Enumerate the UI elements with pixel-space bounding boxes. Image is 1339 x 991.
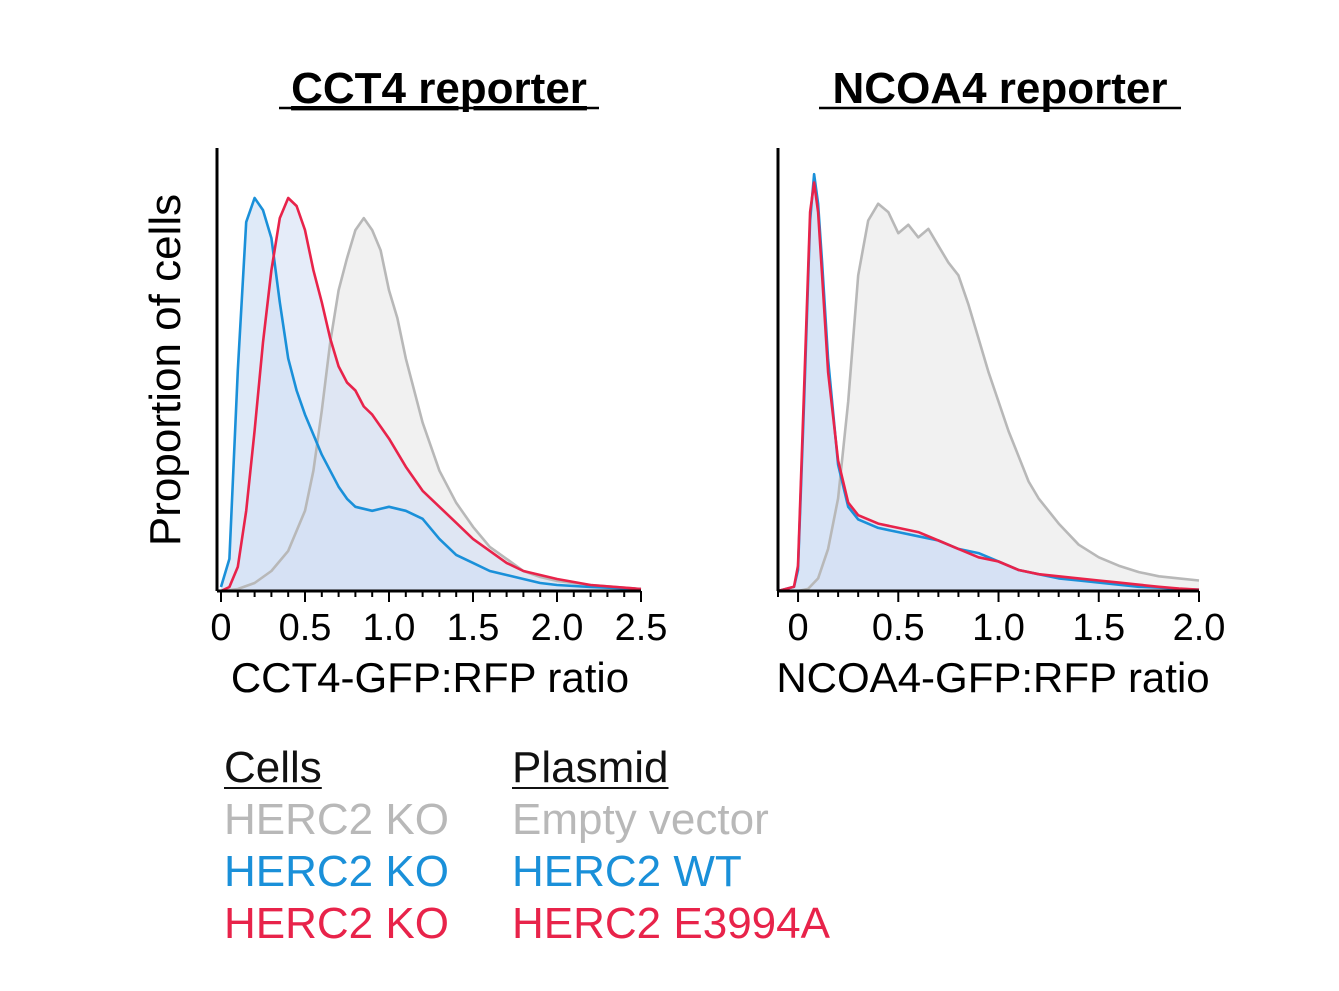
legend-cells-row-empty: HERC2 KO	[224, 795, 449, 844]
x-tick-label: 1.0	[972, 607, 1025, 649]
legend-cells-row-e3994a: HERC2 KO	[224, 899, 449, 948]
series-fill-e3994a	[778, 182, 1199, 591]
legend-cells-row-wt: HERC2 KO	[224, 847, 449, 896]
ncoa4-x-axis-label: NCOA4-GFP:RFP ratio	[776, 654, 1209, 701]
series-line-empty	[778, 202, 1200, 593]
x-tick-label: 0	[787, 607, 808, 649]
legend-plasmid-row-e3994a: HERC2 E3994A	[512, 899, 830, 948]
legend-plasmid-header: Plasmid	[512, 743, 669, 792]
series-line-wt	[219, 196, 642, 591]
cct4-x-axis-label: CCT4-GFP:RFP ratio	[231, 654, 629, 701]
x-tick-label: 0.5	[279, 607, 332, 649]
x-tick-label: 1.5	[447, 607, 500, 649]
y-axis-label: Proportion of cells	[141, 194, 190, 546]
series-line-empty	[220, 216, 642, 593]
cct4-title: CCT4 reporter	[291, 64, 587, 113]
legend-plasmid-column: Plasmid Empty vector HERC2 WT HERC2 E399…	[512, 742, 830, 950]
x-tick-label: 2.5	[615, 607, 668, 649]
series-line-e3994a	[220, 196, 642, 593]
x-tick-label: 0	[210, 607, 231, 649]
x-tick-label: 2.0	[531, 607, 584, 649]
x-tick-label: 2.0	[1173, 607, 1226, 649]
ncoa4-panel: NCOA4 reporter 0 0.5 1.0 1.5 2.0 NCOA4-GFP:R…	[776, 64, 1225, 701]
series-line-e3994a	[777, 181, 1200, 593]
series-fill-empty	[778, 203, 1199, 591]
legend-plasmid-row-empty: Empty vector	[512, 795, 769, 844]
ncoa4-title: NCOA4 reporter	[833, 64, 1168, 113]
legend-cells-column: Cells HERC2 KO HERC2 KO HERC2 KO	[224, 742, 449, 950]
ncoa4-plot-area: 0 0.5 1.0 1.5 2.0	[776, 148, 1226, 649]
x-tick-label: 0.5	[872, 607, 925, 649]
cct4-panel: CCT4 reporter Proportion of cells 0 0.5 1.…	[141, 64, 667, 701]
x-tick-label: 1.5	[1072, 607, 1125, 649]
series-fill-e3994a	[221, 198, 641, 591]
cct4-plot-area: 0 0.5 1.0 1.5 2.0 2.5	[210, 148, 667, 649]
x-tick-label: 1.0	[363, 607, 416, 649]
legend-cells-header: Cells	[224, 743, 322, 792]
legend-plasmid-row-wt: HERC2 WT	[512, 847, 742, 896]
